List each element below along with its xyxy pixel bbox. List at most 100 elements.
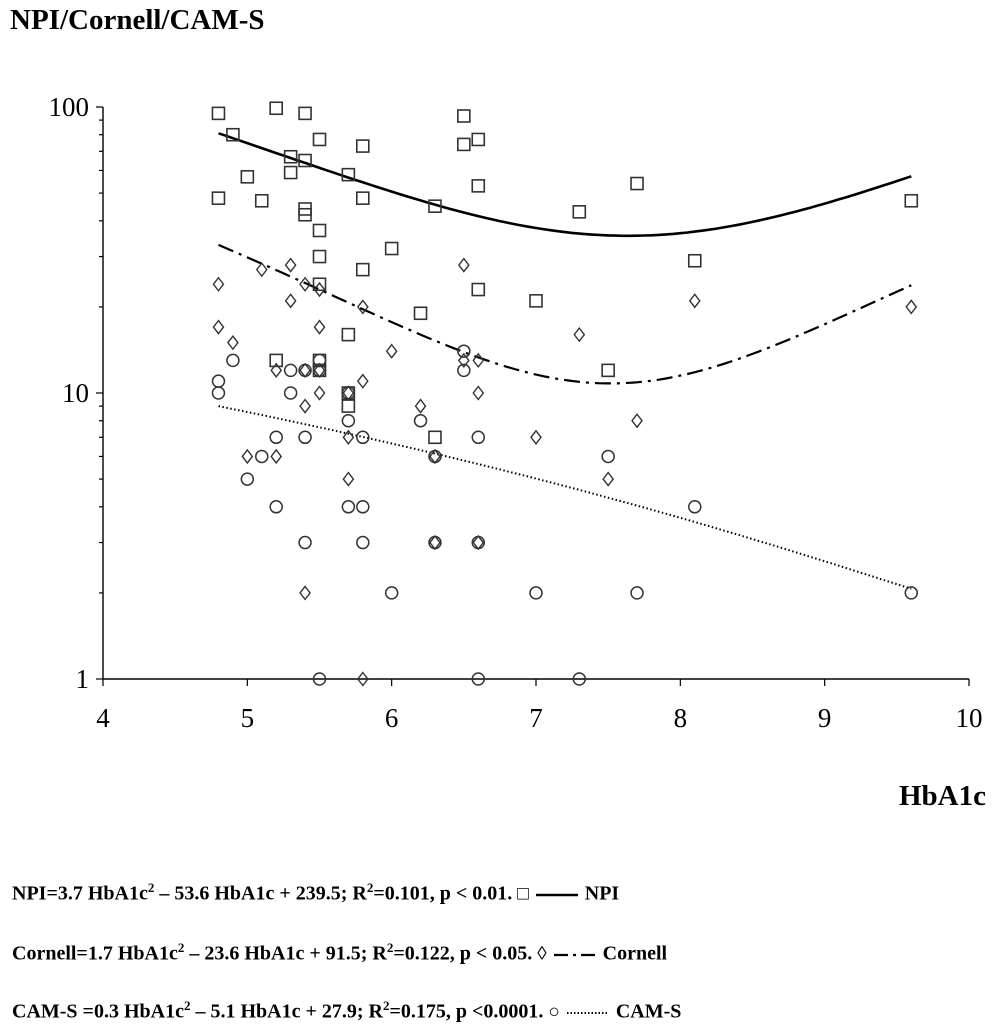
cornell-point [457, 352, 470, 369]
npi-point [283, 165, 298, 180]
cams-point [428, 535, 442, 550]
npi-point [457, 137, 471, 152]
cams-point [240, 472, 255, 486]
square-marker-icon: □ [517, 883, 529, 905]
npi-point [471, 282, 486, 297]
npi-point [298, 106, 312, 121]
cornell-point [356, 299, 369, 315]
trendline-npi [218, 132, 912, 238]
cornell-point [241, 448, 254, 465]
cams-point [471, 430, 486, 445]
cams-point [356, 535, 370, 550]
cornell-point [313, 319, 326, 335]
cornell-point [688, 293, 701, 309]
cams-point [341, 386, 356, 400]
cornell-point [530, 429, 542, 445]
cams-point [688, 500, 702, 514]
cams-point [428, 449, 442, 464]
trendlines [218, 132, 912, 590]
cams-point [255, 449, 269, 464]
cornell-point [356, 671, 369, 687]
cornell-point [342, 429, 355, 445]
npi-point [312, 249, 327, 264]
cornell-point [270, 448, 283, 465]
x-axis-title: HbA1c [899, 780, 986, 812]
cams-point [904, 586, 919, 600]
cams-point [601, 449, 615, 464]
cams-point [298, 363, 312, 378]
cams-point [312, 672, 327, 686]
x-tick-label: 8 [674, 703, 688, 733]
equation-cams: CAM-S =0.3 HbA1c2 – 5.1 HbA1c + 27.9; R2… [12, 998, 682, 1023]
cornell-point [255, 261, 268, 278]
npi-point [226, 127, 240, 142]
npi-point [283, 149, 298, 164]
cams-point [341, 413, 356, 428]
cornell-point [212, 319, 225, 335]
y-tick-label: 10 [62, 378, 89, 408]
cams-point [298, 430, 312, 445]
scatter-chart: 1 10 100 4 5 6 7 8 9 10 [49, 92, 983, 733]
cornell-point [905, 299, 918, 315]
x-tick-label: 5 [241, 703, 255, 733]
npi-point [428, 199, 442, 213]
npi-point [601, 363, 615, 378]
cams-point [283, 386, 298, 400]
cams-point [211, 386, 226, 400]
x-tick-label: 10 [956, 703, 983, 733]
axes: 1 10 100 4 5 6 7 8 9 10 [49, 92, 983, 733]
equation-cornell: Cornell=1.7 HbA1c2 – 23.6 HbA1c + 91.5; … [12, 940, 668, 965]
cams-point [312, 363, 327, 378]
npi-point [529, 294, 543, 308]
cornell-point [284, 293, 297, 309]
cornell-point [212, 276, 225, 292]
cornell-point [270, 362, 283, 379]
npi-point [341, 399, 356, 413]
y-tick-label: 1 [76, 664, 90, 694]
cornell-point [299, 398, 311, 414]
cams-point [471, 672, 486, 686]
cornell-point [631, 413, 643, 429]
npi-point [428, 430, 442, 445]
npi-point [341, 327, 356, 342]
legend-label-cams: CAM-S [615, 1000, 682, 1023]
trendline-cornell [218, 243, 912, 385]
cams-point [384, 586, 399, 600]
cornell-point [284, 257, 297, 273]
cams-point [226, 353, 240, 368]
npi-point [254, 193, 269, 208]
equation-npi: NPI=3.7 HbA1c2 – 53.6 HbA1c + 239.5; R2=… [12, 880, 620, 905]
npi-point [341, 167, 356, 182]
cornell-point [457, 257, 470, 273]
circle-marker-icon: ○ [548, 1001, 560, 1023]
dotted-line-icon [566, 1012, 609, 1015]
cams-point [529, 586, 543, 600]
cornell-point [227, 334, 239, 351]
npi-point [240, 170, 255, 184]
npi-point [457, 109, 471, 123]
y-axis-title: NPI/Cornell/CAM-S [10, 4, 265, 36]
x-tick-label: 7 [529, 703, 543, 733]
npi-point [471, 132, 486, 147]
cams-point [630, 586, 644, 600]
npi-point [572, 205, 587, 219]
cams-point [312, 353, 327, 368]
npi-point [630, 176, 644, 191]
dash-dot-line-icon [553, 953, 596, 957]
npi-point [269, 101, 284, 116]
cornell-point [472, 352, 485, 369]
cams-point [572, 672, 587, 686]
cornell-point [573, 326, 586, 343]
npi-point [211, 191, 226, 205]
npi-point [687, 253, 702, 268]
cams-point [413, 413, 428, 428]
cornell-point [299, 276, 311, 292]
x-tick-label: 9 [818, 703, 832, 733]
cornell-point [356, 373, 369, 389]
cams-point [356, 430, 370, 445]
cams-point [298, 535, 312, 550]
x-tick-label: 4 [96, 703, 110, 733]
cornell-point [299, 585, 311, 601]
cams-point [341, 500, 356, 514]
npi-point [211, 106, 226, 121]
